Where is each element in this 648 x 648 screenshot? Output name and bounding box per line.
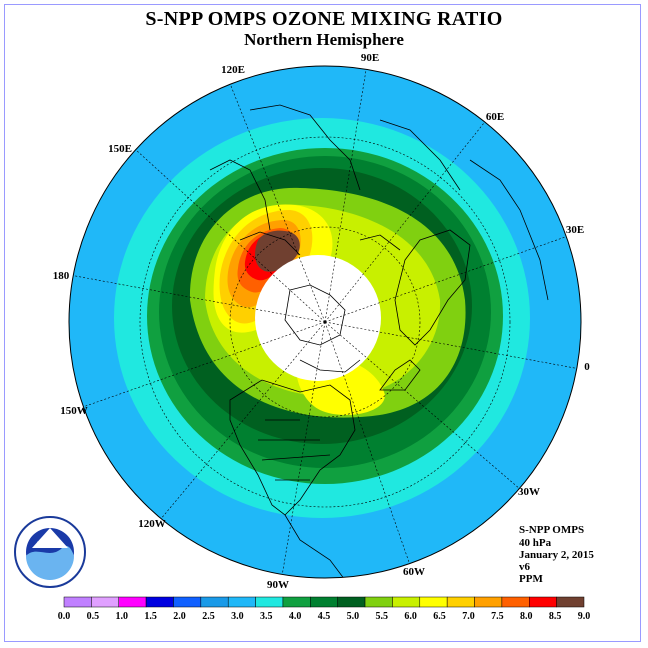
colorbar-label: 8.5	[549, 611, 562, 622]
lon-label-30w: 30W	[518, 486, 540, 498]
colorbar-swatch	[364, 596, 393, 608]
colorbar-label: 0.0	[58, 611, 71, 622]
lon-label-60w: 60W	[403, 566, 425, 578]
colorbar-swatch	[145, 596, 174, 608]
lon-label-0: 0	[584, 361, 590, 373]
colorbar-label: 9.0	[578, 611, 591, 622]
info-units: PPM	[519, 573, 543, 585]
colorbar-label: 3.0	[231, 611, 244, 622]
noaa-logo: NOAA	[14, 516, 86, 588]
colorbar-swatch	[419, 596, 448, 608]
colorbar-swatch	[556, 596, 585, 608]
lon-label-120e: 120E	[221, 64, 245, 76]
colorbar-swatch	[173, 596, 202, 608]
lon-label-120w: 120W	[138, 518, 166, 530]
polar-night-no-data	[255, 255, 381, 381]
colorbar-label: 8.0	[520, 611, 533, 622]
colorbar-label: 2.0	[173, 611, 186, 622]
colorbar-swatch	[282, 596, 311, 608]
colorbar-swatch	[474, 596, 503, 608]
map-subtitle: Northern Hemisphere	[244, 30, 404, 49]
colorbar-swatch	[392, 596, 421, 608]
info-version: v6	[519, 561, 530, 573]
colorbar-swatch	[446, 596, 475, 608]
coastlines	[209, 104, 549, 578]
graticule	[69, 66, 581, 577]
colorbar-label: 7.0	[462, 611, 475, 622]
lon-label-150w: 150W	[60, 405, 88, 417]
noaa-logo-text: NOAA	[37, 540, 64, 550]
colorbar-swatch	[63, 596, 92, 608]
colorbar-swatch	[529, 596, 557, 608]
colorbar-label: 2.5	[202, 611, 215, 622]
map-title: S-NPP OMPS OZONE MIXING RATIO	[145, 8, 503, 30]
colorbar-label: 4.0	[289, 611, 302, 622]
colorbar-label: 7.5	[491, 611, 504, 622]
colorbar-swatch	[255, 596, 284, 608]
colorbar-label: 1.0	[116, 611, 129, 622]
colorbar: 0.0 0.5 1.0 1.5 2.0 2.5 3.0 3.5 4.0 4.5 5.0 5.5 6.0 6…	[58, 596, 591, 622]
lon-label-180: 180	[53, 270, 70, 282]
colorbar-label: 5.5	[376, 611, 389, 622]
colorbar-swatch	[337, 596, 366, 608]
colorbar-label: 4.5	[318, 611, 331, 622]
colorbar-label: 1.5	[144, 611, 157, 622]
colorbar-swatch	[501, 596, 530, 608]
info-instrument: S-NPP OMPS	[519, 524, 585, 536]
colorbar-swatch	[200, 596, 229, 608]
band-9-0	[255, 230, 300, 272]
colorbar-label: 0.5	[87, 611, 100, 622]
lon-label-150e: 150E	[108, 143, 132, 155]
info-date: January 2, 2015	[519, 549, 594, 561]
lon-label-60e: 60E	[486, 111, 504, 123]
colorbar-label: 6.0	[404, 611, 417, 622]
colorbar-swatch	[310, 596, 338, 608]
colorbar-label: 5.0	[347, 611, 360, 622]
colorbar-swatch	[91, 596, 119, 608]
figure-frame	[4, 4, 641, 642]
ozone-field	[69, 66, 581, 578]
lon-label-30e: 30E	[566, 224, 584, 236]
colorbar-label: 6.5	[433, 611, 446, 622]
lon-label-90w: 90W	[267, 579, 289, 591]
lon-label-90e: 90E	[361, 52, 379, 64]
globe-outline	[68, 65, 582, 579]
colorbar-swatch	[227, 596, 256, 608]
colorbar-label: 3.5	[260, 611, 273, 622]
colorbar-swatch	[118, 596, 147, 608]
info-level: 40 hPa	[519, 537, 552, 549]
